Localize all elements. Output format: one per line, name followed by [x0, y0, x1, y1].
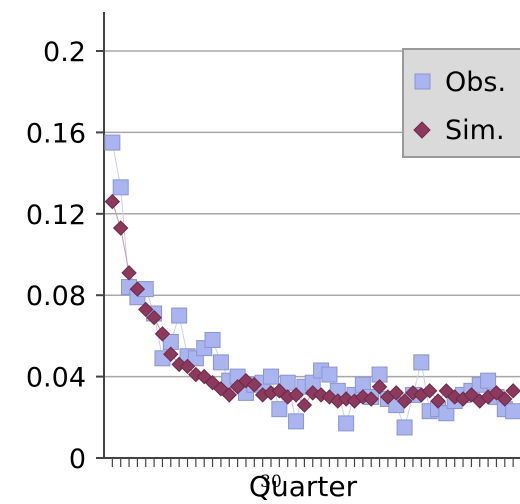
- x-axis-title: Quarter: [249, 470, 358, 503]
- legend-obs-label: Obs.: [445, 67, 506, 98]
- sim-point: [371, 379, 388, 395]
- x-axis-ticks: [111, 458, 514, 467]
- y-tick-label: 0: [69, 444, 86, 475]
- sim-point: [121, 265, 137, 281]
- sim-point: [421, 383, 438, 399]
- sim-point: [138, 301, 154, 318]
- obs-point: [338, 415, 355, 432]
- obs-point: [413, 354, 430, 371]
- y-tick-label: 0.08: [26, 281, 86, 312]
- y-tick-label: 0.2: [43, 37, 86, 68]
- obs-point: [112, 179, 129, 196]
- x-tick-label-30: 30: [260, 472, 282, 492]
- sim-point: [497, 391, 513, 407]
- sim-point: [396, 393, 413, 409]
- sim-point: [388, 385, 404, 401]
- obs-point: [438, 405, 455, 422]
- sim-point: [221, 387, 237, 403]
- sim-point: [154, 326, 171, 342]
- sim-point: [430, 393, 446, 409]
- sim-point: [179, 358, 196, 375]
- obs-point: [480, 372, 497, 389]
- y-tick-label: 0.04: [26, 363, 86, 394]
- sim-point: [129, 281, 146, 297]
- sim-point: [146, 309, 162, 326]
- sim-point: [246, 377, 263, 393]
- obs-point: [204, 331, 221, 348]
- obs-point: [505, 403, 520, 420]
- legend: Obs. Sim.: [402, 48, 520, 158]
- sim-point: [363, 391, 379, 407]
- series-markers: [104, 134, 520, 436]
- obs-point: [171, 307, 188, 324]
- legend-sim-marker: [413, 121, 431, 139]
- legend-obs-marker: [414, 73, 431, 90]
- y-axis-ticks: 0 0.04 0.08 0.12 0.16 0.2: [26, 37, 104, 475]
- obs-point: [396, 419, 413, 436]
- obs-point: [288, 413, 305, 430]
- sim-point: [505, 383, 520, 399]
- y-tick-label: 0.12: [26, 200, 86, 231]
- obs-point: [104, 134, 121, 151]
- series-line-sim: [111, 201, 514, 406]
- obs-point: [263, 368, 279, 385]
- legend-box: [402, 48, 520, 158]
- sim-point: [112, 220, 129, 236]
- sim-point: [104, 193, 121, 210]
- sim-point: [296, 397, 313, 413]
- sim-point: [163, 346, 179, 362]
- y-tick-label: 0.16: [26, 118, 86, 149]
- legend-sim-label: Sim.: [445, 115, 505, 146]
- obs-point: [321, 366, 338, 383]
- obs-point: [271, 401, 288, 418]
- sim-point: [288, 387, 304, 403]
- obs-point: [212, 354, 229, 371]
